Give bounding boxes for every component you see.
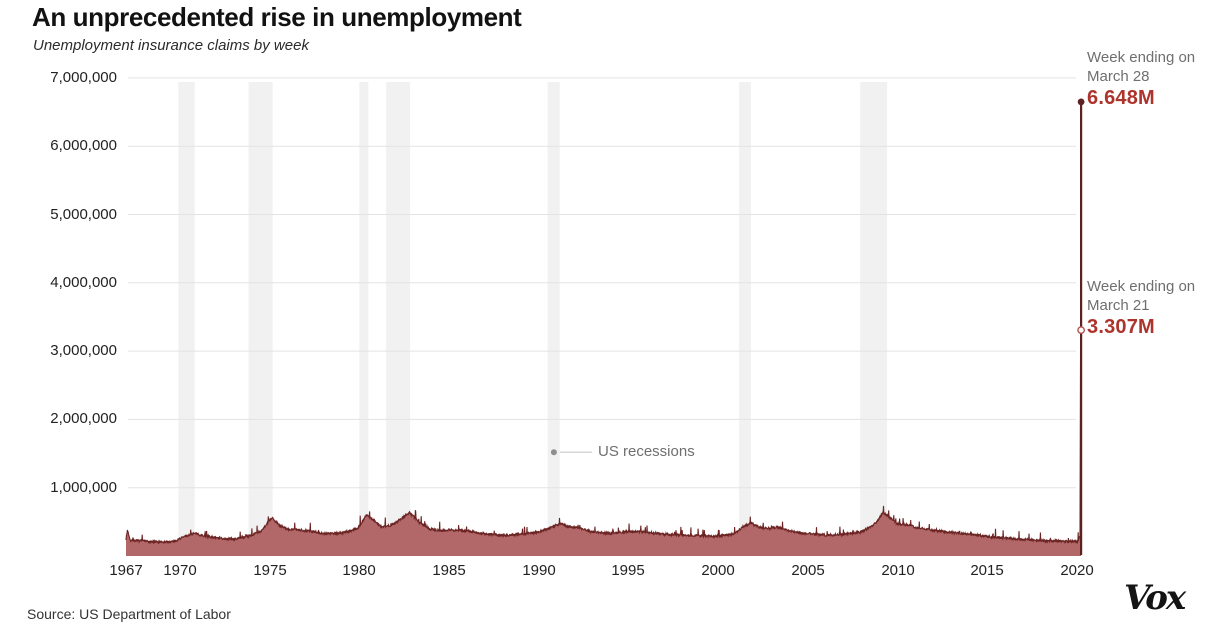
x-axis-label: 1975 xyxy=(253,562,287,579)
annotation-march21-line1: Week ending on xyxy=(1087,278,1196,295)
recession-band xyxy=(739,82,751,556)
x-axis-label: 1985 xyxy=(432,562,466,579)
y-axis: 7,000,000 6,000,000 5,000,000 4,000,000 3,00… xyxy=(0,0,117,629)
recession-band xyxy=(359,82,369,556)
x-axis-label: 2015 xyxy=(970,562,1004,579)
x-axis-label: 1970 xyxy=(163,562,197,579)
claims-line xyxy=(125,101,1082,545)
x-axis-label: 1980 xyxy=(342,562,376,579)
x-axis-label: 1967 xyxy=(109,562,143,579)
recession-band xyxy=(178,82,195,556)
y-axis-label: 1,000,000 xyxy=(50,479,117,496)
source-credit: Source: US Department of Labor xyxy=(27,606,231,622)
vox-logo: Vox xyxy=(1124,578,1186,618)
recession-band xyxy=(860,82,888,556)
annotation-march21-line2: March 21 xyxy=(1087,297,1150,314)
x-axis-label: 1990 xyxy=(522,562,556,579)
x-axis-label: 2000 xyxy=(701,562,735,579)
recessions-legend-label: US recessions xyxy=(598,443,695,460)
marker-march21-dot xyxy=(1077,326,1086,334)
chart-title: An unprecedented rise in unemployment xyxy=(32,2,522,32)
recession-band xyxy=(386,82,411,556)
recession-band xyxy=(547,82,560,556)
y-axis-label: 6,000,000 xyxy=(50,137,117,154)
marker-march28-dot xyxy=(1077,98,1085,106)
y-axis-label: 5,000,000 xyxy=(50,206,117,223)
annotation-march28-line2: March 28 xyxy=(1087,68,1150,85)
y-axis-label: 4,000,000 xyxy=(50,274,117,291)
chart-subtitle: Unemployment insurance claims by week xyxy=(33,37,309,54)
y-axis-label: 3,000,000 xyxy=(50,342,117,359)
recessions-legend-dot xyxy=(550,449,557,456)
recession-band xyxy=(248,82,273,556)
annotation-march28-value: 6.648M xyxy=(1087,87,1155,109)
x-axis-label: 2010 xyxy=(881,562,915,579)
annotation-march28: Week ending on March 28 6.648M xyxy=(1087,48,1205,108)
x-axis-label: 1995 xyxy=(611,562,645,579)
annotation-march21-value: 3.307M xyxy=(1087,316,1155,338)
annotation-march21: Week ending on March 21 3.307M xyxy=(1087,277,1205,337)
annotation-march28-line1: Week ending on xyxy=(1087,49,1196,66)
y-axis-label: 2,000,000 xyxy=(50,410,117,427)
x-axis-label: 2020 xyxy=(1060,562,1094,579)
x-axis-label: 2005 xyxy=(791,562,825,579)
y-axis-label: 7,000,000 xyxy=(50,69,117,86)
